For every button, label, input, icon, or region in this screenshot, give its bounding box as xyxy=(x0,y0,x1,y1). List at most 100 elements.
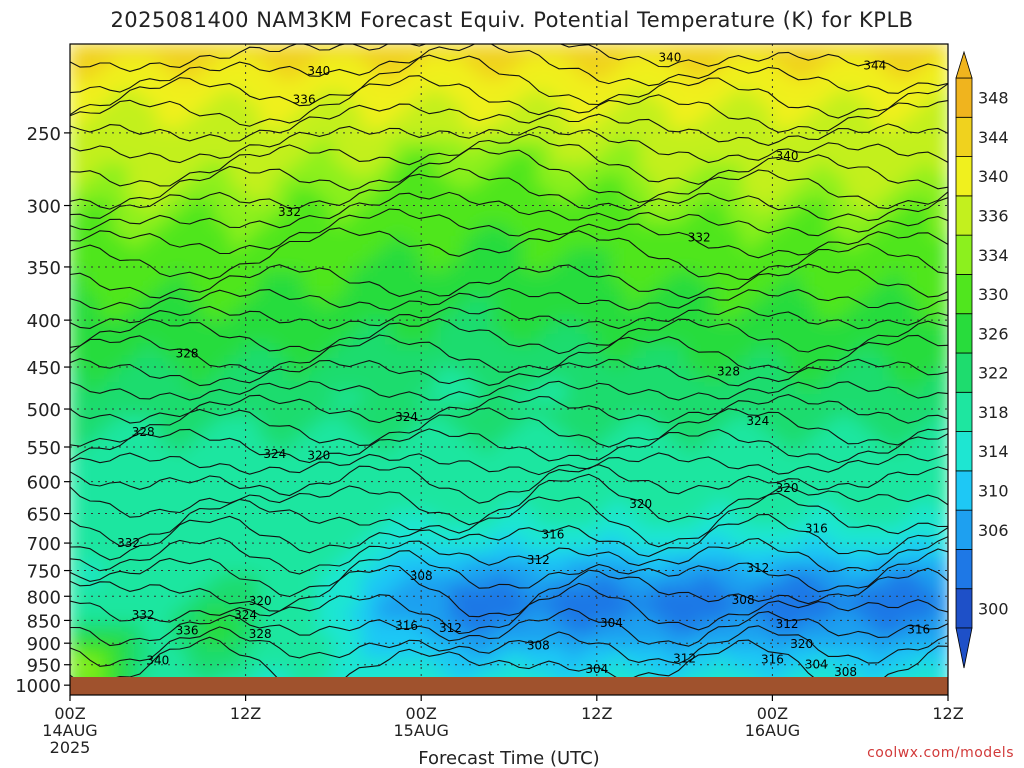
colorbar-label: 318 xyxy=(978,403,1009,422)
contour-line xyxy=(70,625,948,667)
contour-label: 332 xyxy=(688,230,711,244)
x-tick-label: 2025 xyxy=(50,738,91,757)
contour-label: 332 xyxy=(117,536,140,550)
colorbar-swatch xyxy=(955,274,973,315)
contour-label: 332 xyxy=(132,608,155,622)
colorbar-swatch xyxy=(955,588,973,629)
contour-label: 328 xyxy=(176,347,199,361)
colorbar: 300 306 310 314 318 322 326 330 334 336 340 344 348 xyxy=(955,50,1009,669)
contour-line xyxy=(70,54,948,119)
ground-strip xyxy=(70,677,948,695)
chart-title: 2025081400 NAM3KM Forecast Equiv. Potent… xyxy=(110,8,914,32)
y-tick-label: 950 xyxy=(27,656,61,677)
contour-line xyxy=(70,428,948,464)
x-axis-label: Forecast Time (UTC) xyxy=(418,748,599,768)
contour-label: 332 xyxy=(278,205,301,219)
colorbar-label: 330 xyxy=(978,285,1009,304)
contour-label: 312 xyxy=(527,553,550,567)
x-tick-label: 00Z xyxy=(54,704,85,723)
contour-line xyxy=(70,103,948,146)
contour-label: 308 xyxy=(732,593,755,607)
y-tick-label: 550 xyxy=(27,438,61,459)
contour-label: 324 xyxy=(263,447,286,461)
contour-line xyxy=(70,263,948,299)
contour-label: 304 xyxy=(600,616,623,630)
contour-line xyxy=(70,133,948,190)
contour-label: 308 xyxy=(527,638,550,652)
y-tick-label: 650 xyxy=(27,505,61,526)
theta-e-field xyxy=(70,44,948,695)
contour-line xyxy=(70,148,948,210)
contour-label: 340 xyxy=(307,64,330,78)
y-tick-label: 1000 xyxy=(15,676,61,697)
contour-line xyxy=(70,407,948,448)
contour-line xyxy=(70,473,948,526)
contour-line xyxy=(70,358,948,387)
colorbar-label: 344 xyxy=(978,128,1009,147)
contour-label: 316 xyxy=(395,619,418,633)
colorbar-label: 334 xyxy=(978,246,1009,265)
y-tick-label: 700 xyxy=(27,534,61,555)
contour-label: 328 xyxy=(717,364,740,378)
colorbar-swatch xyxy=(955,116,973,157)
colorbar-swatch xyxy=(955,77,973,118)
contour-line xyxy=(70,394,948,424)
contour-lines xyxy=(70,44,948,692)
y-tick-label: 250 xyxy=(27,124,61,145)
y-tick-label: 600 xyxy=(27,473,61,494)
contour-label: 320 xyxy=(249,594,272,608)
x-tick-label: 12Z xyxy=(932,704,963,723)
colorbar-swatch xyxy=(955,313,973,354)
colorbar-extend-bottom xyxy=(955,627,973,669)
contour-label: 316 xyxy=(907,623,930,637)
contour-line xyxy=(70,380,948,401)
contour-line xyxy=(70,44,948,72)
contour-label: 324 xyxy=(395,410,418,424)
contour-line xyxy=(70,513,948,561)
colorbar-swatch xyxy=(955,391,973,432)
contour-label: 328 xyxy=(249,627,272,641)
colorbar-swatch xyxy=(955,195,973,236)
colorbar-label: 310 xyxy=(978,482,1009,501)
colorbar-extend-top xyxy=(955,50,973,79)
contour-line xyxy=(70,287,948,311)
contour-line xyxy=(70,191,948,237)
colorbar-label: 326 xyxy=(978,324,1009,343)
contour-label: 308 xyxy=(834,665,857,679)
contour-line xyxy=(70,636,948,692)
contour-line xyxy=(70,452,948,476)
y-tick-label: 800 xyxy=(27,587,61,608)
contour-label: 308 xyxy=(410,569,433,583)
colorbar-label: 340 xyxy=(978,167,1009,186)
contour-line xyxy=(70,125,948,164)
contour-line xyxy=(70,548,948,598)
contour-label: 312 xyxy=(439,621,462,635)
y-tick-label: 300 xyxy=(27,197,61,218)
x-tick-label: 12Z xyxy=(230,704,261,723)
colorbar-swatch xyxy=(955,470,973,511)
y-tick-label: 500 xyxy=(27,400,61,421)
contour-label: 328 xyxy=(132,425,155,439)
contour-label: 320 xyxy=(790,637,813,651)
colorbar-swatch xyxy=(955,431,973,472)
contour-line xyxy=(70,582,948,635)
colorbar-swatch xyxy=(955,352,973,393)
colorbar-label: 322 xyxy=(978,364,1009,383)
credit-text: coolwx.com/models xyxy=(867,745,1014,761)
colorbar-label: 306 xyxy=(978,521,1009,540)
colorbar-label: 314 xyxy=(978,442,1009,461)
x-tick-label: 12Z xyxy=(581,704,612,723)
x-tick-label: 00Z xyxy=(757,704,788,723)
y-axis: 2503003504004505005506006507007508008509… xyxy=(15,124,70,697)
colorbar-label: 348 xyxy=(978,89,1009,108)
x-tick-label: 14AUG xyxy=(42,721,97,740)
contour-label: 340 xyxy=(776,149,799,163)
colorbar-swatch xyxy=(955,509,973,550)
contour-label: 316 xyxy=(761,653,784,667)
y-tick-label: 350 xyxy=(27,258,61,279)
contour-line xyxy=(70,227,948,281)
contour-label: 336 xyxy=(293,93,316,107)
